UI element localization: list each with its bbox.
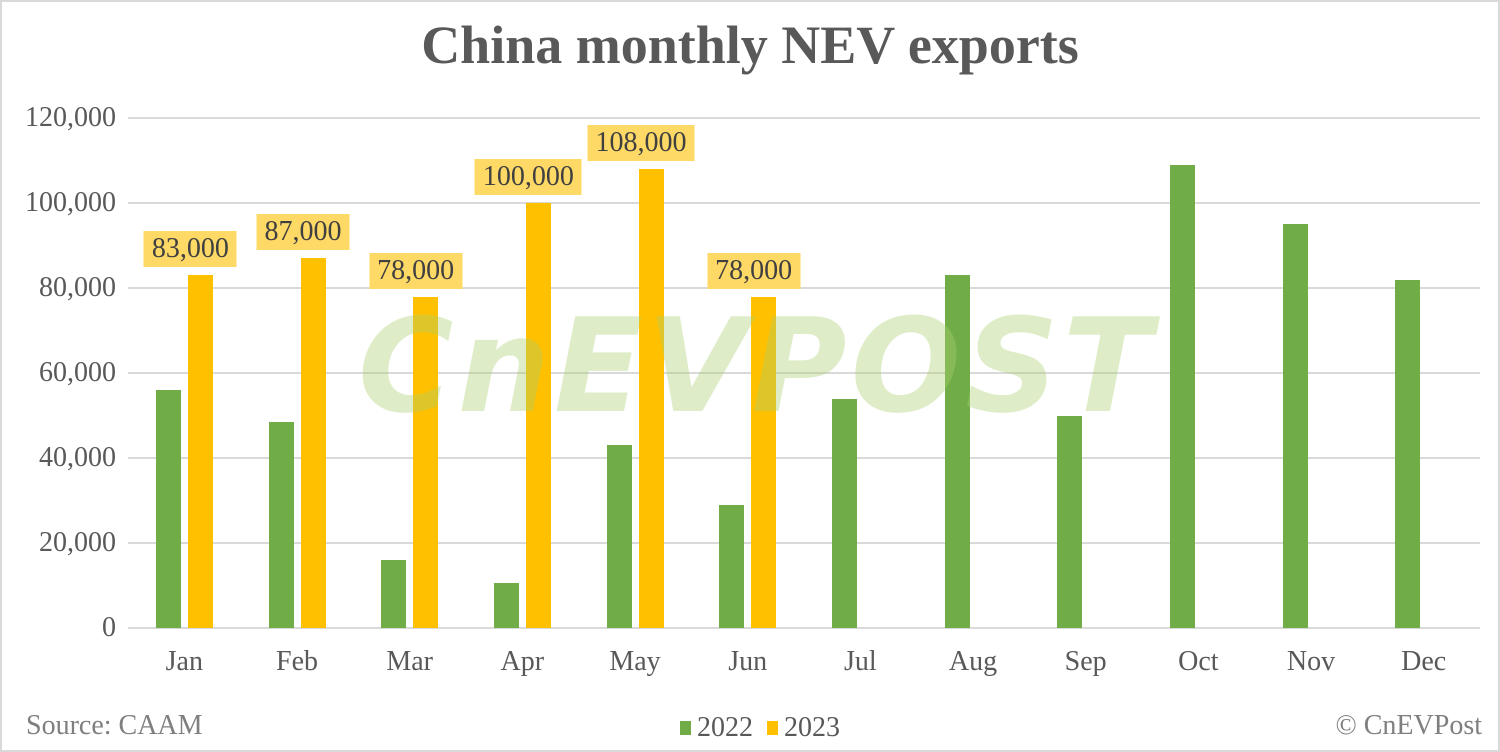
x-tick-label: Apr bbox=[500, 646, 545, 677]
bar-2022-jan bbox=[155, 390, 181, 628]
gridline bbox=[128, 542, 1480, 544]
data-label-2023-may: 108,000 bbox=[587, 125, 695, 161]
gridline bbox=[128, 457, 1480, 459]
x-tick-label: Jun bbox=[728, 646, 768, 677]
data-label-2023-mar: 78,000 bbox=[369, 252, 463, 289]
plot-area: 83,000 87,000 78,000 100,000 108,000 78,000 bbox=[128, 117, 1480, 629]
y-tick-label: 100,000 bbox=[25, 187, 116, 218]
x-tick-label: Jan bbox=[165, 646, 203, 677]
x-tick-label: Nov bbox=[1286, 646, 1336, 677]
bar-2022-nov bbox=[1282, 224, 1308, 628]
bar-2022-mar bbox=[381, 560, 407, 628]
bar-2023-feb bbox=[300, 258, 326, 628]
x-tick-label: Mar bbox=[386, 646, 433, 677]
copyright-note: © CnEVPost bbox=[1335, 710, 1482, 741]
x-tick-label: May bbox=[609, 646, 661, 677]
chart-title: China monthly NEV exports bbox=[421, 15, 1079, 75]
bar-2023-jan bbox=[187, 275, 213, 628]
bar-2023-mar bbox=[413, 296, 439, 628]
gridline bbox=[128, 372, 1480, 374]
x-tick-label: Aug bbox=[948, 646, 998, 677]
data-label-2023-feb: 87,000 bbox=[256, 214, 350, 251]
bar-2022-apr bbox=[493, 583, 519, 628]
gridline bbox=[128, 627, 1480, 629]
bar-2022-sep bbox=[1057, 415, 1083, 628]
bar-2022-jun bbox=[719, 504, 745, 628]
bar-2022-dec bbox=[1395, 279, 1421, 628]
source-note: Source: CAAM bbox=[26, 710, 203, 741]
gridline bbox=[128, 287, 1480, 289]
bar-2023-may bbox=[638, 169, 664, 628]
x-tick-label: Dec bbox=[1401, 646, 1447, 677]
x-tick-label: Sep bbox=[1064, 646, 1107, 677]
data-label-2023-jun: 78,000 bbox=[707, 252, 801, 289]
legend-swatch-2023 bbox=[767, 721, 778, 735]
y-tick-label: 0 bbox=[102, 612, 116, 643]
bar-2022-feb bbox=[268, 421, 294, 628]
bar-2022-may bbox=[606, 445, 632, 628]
bar-2023-apr bbox=[525, 203, 551, 628]
x-tick-label: Jul bbox=[843, 646, 877, 677]
y-tick-label: 60,000 bbox=[39, 357, 116, 388]
y-tick-label: 40,000 bbox=[39, 442, 116, 473]
bar-2022-jul bbox=[831, 398, 857, 628]
bar-2022-aug bbox=[944, 275, 970, 628]
gridline bbox=[128, 202, 1480, 204]
legend-label-2023: 2023 bbox=[784, 712, 840, 743]
x-tick-label: Feb bbox=[276, 646, 318, 677]
data-label-2023-jan: 83,000 bbox=[143, 231, 237, 268]
y-tick-label: 20,000 bbox=[39, 527, 116, 558]
legend-label-2022: 2022 bbox=[697, 712, 753, 743]
legend: 2022 2023 bbox=[680, 712, 840, 744]
legend-swatch-2022 bbox=[680, 721, 691, 735]
y-tick-label: 80,000 bbox=[39, 272, 116, 303]
bar-2023-jun bbox=[751, 296, 777, 628]
y-tick-label: 120,000 bbox=[25, 102, 116, 133]
x-tick-label: Oct bbox=[1178, 646, 1219, 677]
data-label-2023-apr: 100,000 bbox=[474, 159, 582, 195]
gridline bbox=[128, 117, 1480, 119]
bar-2022-oct bbox=[1169, 164, 1195, 628]
